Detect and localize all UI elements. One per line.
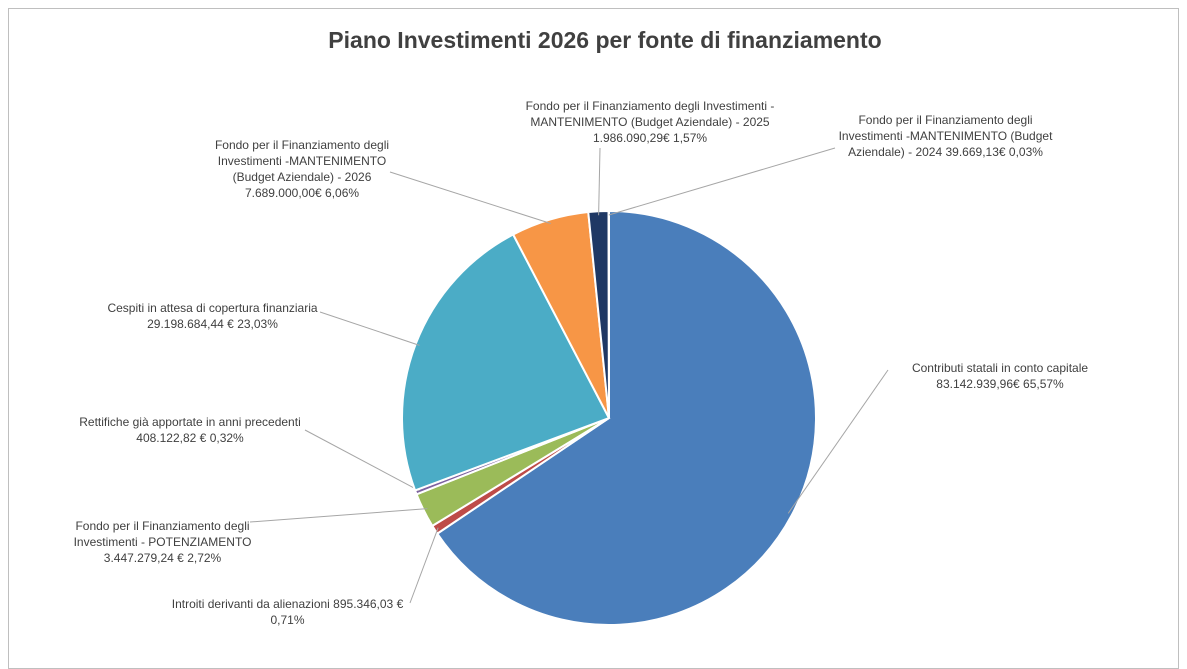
label-value: 408.122,82 € (136, 431, 207, 445)
label-value: 83.142.939,96€ (936, 377, 1020, 391)
data-label: Fondo per il Finanziamento degli Investi… (525, 98, 775, 146)
leader-line (389, 171, 551, 225)
label-value: 3.447.279,24 € (103, 551, 184, 565)
data-label: Cespiti in attesa di copertura finanziar… (100, 300, 325, 332)
label-value: 7.689.000,00€ (244, 186, 322, 200)
leader-line (409, 527, 439, 604)
data-label: Fondo per il Finanziamento degli Investi… (833, 112, 1058, 160)
label-category: Fondo per il Finanziamento degli Investi… (525, 99, 775, 129)
label-value: 39.669,13€ (945, 145, 1006, 159)
label-percent: 6,06% (325, 186, 360, 200)
data-label: Fondo per il Finanziamento degli Investi… (212, 137, 392, 201)
label-percent: 65,57% (1023, 377, 1064, 391)
leader-line (608, 147, 836, 216)
data-label: Rettifiche già apportate in anni precede… (70, 414, 310, 446)
label-category: Introiti derivanti da alienazioni (171, 597, 330, 611)
leader-line (319, 311, 420, 346)
label-value: 895.346,03 € (333, 597, 404, 611)
label-percent: 0,03% (1008, 145, 1043, 159)
label-category: Fondo per il Finanziamento degli Investi… (838, 113, 1053, 159)
data-label: Introiti derivanti da alienazioni 895.34… (160, 596, 415, 628)
leader-line (787, 369, 889, 514)
label-value: 1.986.090,29€ (592, 131, 670, 145)
label-category: Rettifiche già apportate in anni precede… (79, 415, 301, 429)
data-label: Fondo per il Finanziamento degli Investi… (70, 518, 255, 566)
leader-line (304, 429, 420, 492)
pie-slice (435, 209, 817, 626)
label-value: 29.198.684,44 € (147, 317, 234, 331)
label-percent: 2,72% (187, 551, 222, 565)
label-percent: 0,32% (209, 431, 244, 445)
label-percent: 1,57% (673, 131, 708, 145)
chart-title: Piano Investimenti 2026 per fonte di fin… (328, 27, 881, 53)
label-category: Fondo per il Finanziamento degli Investi… (214, 138, 390, 184)
label-percent: 0,71% (270, 613, 305, 627)
label-category: Cespiti in attesa di copertura finanziar… (107, 301, 318, 315)
data-label: Contributi statali in conto capitale 83.… (885, 360, 1115, 392)
leader-line (249, 508, 428, 523)
leader-line (598, 147, 601, 216)
label-percent: 23,03% (237, 317, 278, 331)
label-category: Contributi statali in conto capitale (911, 361, 1089, 375)
label-category: Fondo per il Finanziamento degli Investi… (73, 519, 252, 549)
